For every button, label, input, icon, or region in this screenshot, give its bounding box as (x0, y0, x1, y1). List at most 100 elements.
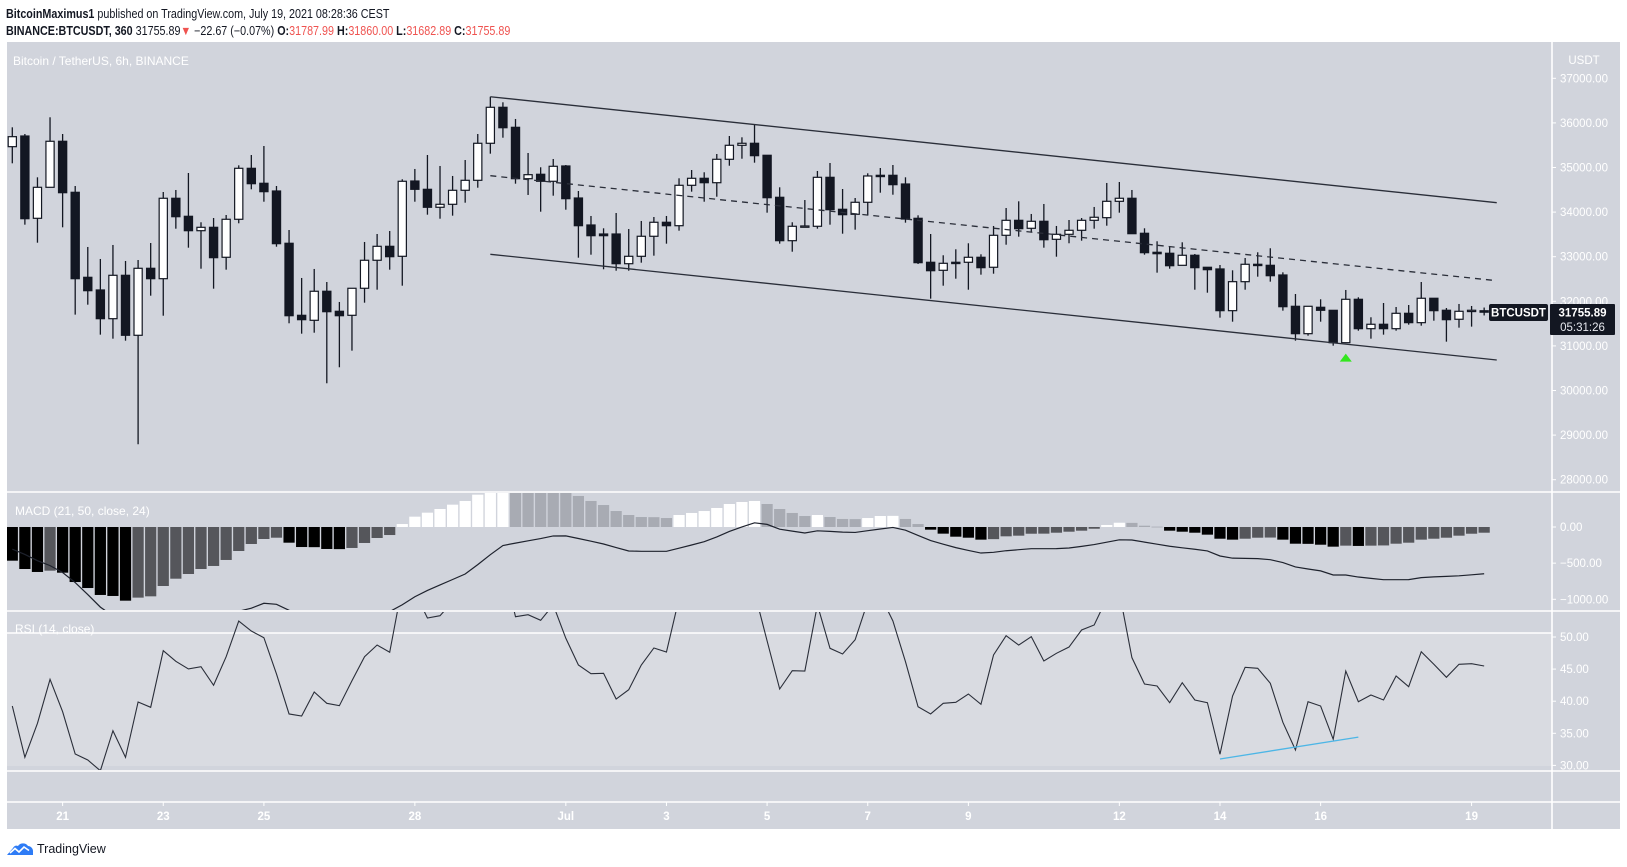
macd-histogram-bar (1013, 527, 1025, 536)
time-axis-label: Jul (558, 811, 575, 823)
macd-histogram-bar (1277, 527, 1289, 540)
time-axis-label: 16 (1314, 811, 1327, 823)
candle-body-down (1403, 312, 1414, 324)
candle (347, 287, 357, 351)
low-value: 31682.89 (406, 24, 452, 38)
macd-histogram-bar (950, 527, 962, 537)
main-pane-area[interactable] (7, 42, 1552, 492)
macd-axis-label: 0.00 (1560, 522, 1582, 534)
macd-line (12, 522, 1485, 610)
macd-histogram-bar (1063, 527, 1075, 532)
candle-body-down (322, 290, 332, 313)
candle-body-down (1315, 306, 1326, 311)
time-axis[interactable]: 21 23 25 28 Jul 3 5 7 9 12 14 16 19 (7, 802, 1552, 829)
macd-histogram-bar (522, 493, 534, 527)
macd-axis[interactable]: 0.00 −500.00 −1000.00 (1552, 522, 1608, 606)
macd-histogram-bar (358, 527, 371, 543)
tradingview-logo-link[interactable]: TradingView (6, 841, 106, 857)
time-axis-label: 19 (1465, 811, 1478, 823)
candle (1328, 309, 1338, 346)
channel-middle-line[interactable] (490, 175, 1497, 282)
macd-histogram-bar (7, 527, 18, 561)
candle-body-down (1190, 254, 1200, 269)
candle (762, 154, 772, 213)
candle-body-up (1001, 219, 1011, 236)
descending-channel[interactable] (490, 96, 1497, 361)
tradingview-brand-text: TradingView (37, 842, 106, 856)
last-price-tag: 31755.89 05:31:26 (1550, 304, 1615, 335)
candle-body-down (1202, 266, 1213, 271)
price-axis-area[interactable] (1553, 42, 1620, 492)
macd-histogram-bar (484, 493, 496, 527)
candle (1152, 241, 1162, 273)
macd-histogram-bar (1000, 527, 1012, 537)
time-axis-label: 23 (157, 811, 170, 823)
macd-histogram-bar (1025, 527, 1037, 534)
candle (1240, 257, 1250, 290)
candle (1265, 248, 1275, 282)
main-pane[interactable]: Bitcoin / TetherUS, 6h, BINANCE (7, 42, 1552, 492)
macd-histogram-bar (1164, 527, 1176, 531)
candle (573, 191, 584, 258)
candle (523, 153, 533, 195)
candle-body-down (57, 140, 68, 194)
candle-body-down (561, 165, 571, 200)
macd-histogram-bar (774, 508, 786, 527)
candle (951, 249, 961, 279)
price-axis-label: 36000.00 (1560, 118, 1608, 130)
rsi-pane[interactable]: RSI (14, close) (7, 534, 1552, 770)
candle-body-down (611, 233, 621, 265)
macd-histogram-bar (1377, 527, 1390, 546)
macd-histogram-bar (660, 518, 673, 527)
channel-lower-line[interactable] (490, 253, 1497, 361)
rsi-bullish-divergence-line[interactable] (1219, 736, 1359, 760)
candle-body-up (234, 167, 244, 220)
author-name: BitcoinMaximus1 (6, 7, 95, 21)
candle (699, 172, 709, 202)
candle-body-down (535, 173, 546, 182)
macd-histogram-bar (648, 517, 660, 527)
macd-histogram-bar (270, 527, 283, 538)
macd-histogram-bar (811, 514, 824, 527)
macd-histogram-bar (836, 518, 849, 527)
channel-upper-line[interactable] (490, 96, 1497, 204)
macd-histogram-bar (19, 527, 31, 570)
macd-histogram-bar (182, 527, 195, 574)
macd-histogram-bar (1415, 527, 1427, 540)
candle (32, 177, 43, 243)
macd-histogram-bar (170, 527, 182, 579)
high-label: H: (336, 24, 349, 38)
rsi-divergence-line[interactable] (1219, 736, 1359, 760)
candle-body-down (951, 261, 961, 265)
candle (1366, 317, 1376, 339)
macd-histogram-bar (346, 527, 358, 548)
macd-histogram-bar (245, 527, 257, 544)
macd-histogram-bar (1340, 527, 1352, 546)
price-axis[interactable]: USDT 37000.00 36000.00 35000.00 34000.00 330… (1552, 42, 1620, 492)
candle (1341, 289, 1351, 344)
candle (1215, 264, 1225, 318)
candle-body-up (1240, 263, 1250, 283)
macd-axis-label: −500.00 (1560, 558, 1602, 570)
macd-histogram-bar (623, 514, 635, 527)
candle-body-up (485, 106, 496, 144)
candle (812, 170, 823, 229)
candle-body-down (1441, 309, 1452, 321)
candle-body-down (334, 310, 345, 317)
candle (963, 243, 974, 290)
macd-histogram-bar (220, 527, 232, 560)
candle-body-up (812, 176, 823, 227)
macd-histogram-bar (862, 518, 874, 527)
macd-histogram-bar (207, 527, 220, 566)
macd-histogram-bar (1126, 522, 1138, 527)
candle-body-up (737, 142, 747, 146)
macd-histogram-bar (94, 527, 106, 595)
candle-body-up (1227, 281, 1238, 312)
rsi-axis[interactable]: 50.00 45.00 40.00 35.00 30.00 (1552, 632, 1589, 772)
candle (334, 301, 345, 368)
symbol-tag: BTCUSDT (1489, 304, 1548, 321)
candle (171, 189, 181, 229)
macd-pane[interactable]: MACD (21, 50, close, 24) (7, 488, 1552, 632)
candle (422, 155, 433, 215)
